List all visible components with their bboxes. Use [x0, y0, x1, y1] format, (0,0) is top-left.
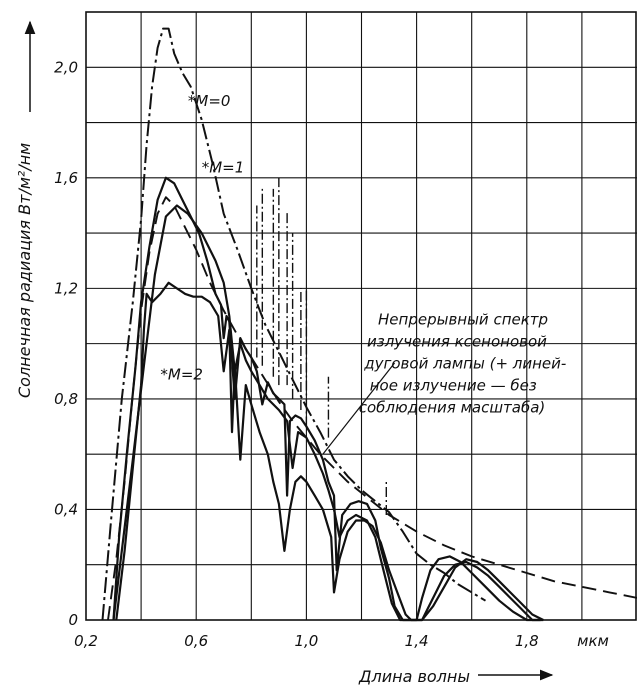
x-tick-labels: 0,2 0,6 1,0 1,4 1,8 — [74, 632, 539, 650]
annotation-label: *M=1 — [202, 158, 245, 176]
annotation-leader — [322, 362, 396, 455]
x-unit-label: мкм — [577, 632, 609, 650]
xenon-emission-lines — [256, 177, 387, 515]
y-tick-label: 1,2 — [54, 279, 78, 297]
grid — [86, 12, 637, 620]
series-line-2 — [112, 176, 541, 622]
x-tick-label: 0,6 — [184, 632, 208, 650]
x-tick-label: 1,4 — [405, 632, 429, 650]
annotation-label: ное излучение — без — [370, 377, 537, 395]
annotation-label: *M=2 — [160, 366, 203, 384]
x-tick-label: 1,0 — [294, 632, 318, 650]
annotations: *M=0 *M=1 *M=2 Непрерывный спектр излучения … — [160, 92, 566, 455]
x-tick-label: 1,8 — [515, 632, 539, 650]
series-line-1 — [101, 27, 487, 621]
y-tick-labels: 0 0,4 0,8 1,2 1,6 2,0 — [54, 58, 78, 629]
annotation-label: дуговой лампы (+ линей- — [363, 355, 566, 373]
x-tick-label: 0,2 — [74, 632, 98, 650]
series-line-5 — [107, 196, 637, 621]
series-line-3 — [112, 204, 544, 622]
axes — [85, 11, 637, 621]
y-axis-label: Солнечная радиация Вт/м²/нм — [15, 143, 34, 398]
annotation-label: Непрерывный спектр — [378, 310, 548, 328]
series-group — [101, 27, 637, 622]
annotation-label: излучения ксеноновой — [367, 332, 547, 350]
y-tick-label: 0 — [68, 611, 78, 629]
annotation-label: соблюдения масштаба) — [359, 399, 546, 417]
plot-frame — [85, 11, 637, 621]
annotation-label: *M=0 — [188, 92, 231, 110]
series-line-4 — [115, 281, 544, 622]
y-tick-label: 1,6 — [54, 169, 78, 187]
y-tick-label: 0,4 — [54, 500, 78, 518]
y-tick-label: 0,8 — [54, 390, 78, 408]
x-axis-label: Длина волны — [358, 667, 470, 686]
y-tick-label: 2,0 — [54, 58, 78, 76]
